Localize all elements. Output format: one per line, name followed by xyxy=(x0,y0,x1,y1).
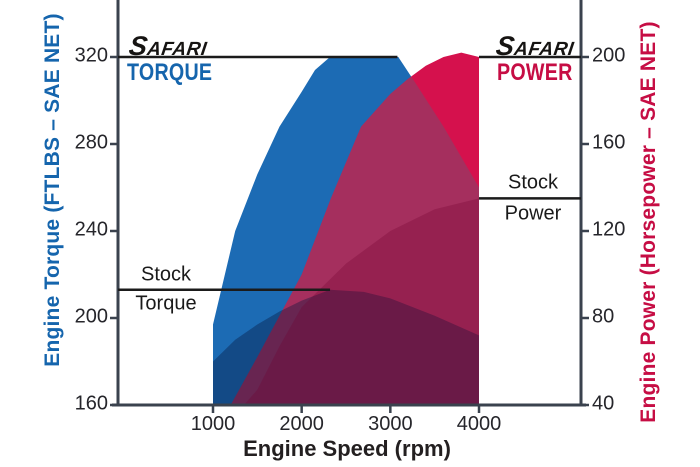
right-tick-label: 40 xyxy=(592,392,615,415)
x-tick-label: 2000 xyxy=(279,413,324,435)
stock-torque-label-top: Stock xyxy=(140,263,192,286)
safari-power-area xyxy=(230,52,479,405)
x-tick-label: 4000 xyxy=(456,413,502,435)
left-tick-label: 160 xyxy=(74,392,108,415)
left-tick-label: 280 xyxy=(74,131,108,154)
left-tick-label: 200 xyxy=(74,305,108,328)
right-tick-label: 160 xyxy=(592,131,626,154)
x-axis-title: Engine Speed (rpm) xyxy=(243,436,451,461)
y-axis-title-power: Engine Power (Horsepower – SAE NET) xyxy=(637,21,660,423)
right-tick-label: 120 xyxy=(592,218,626,241)
right-tick-label: 80 xyxy=(592,305,615,328)
left-tick-label: 320 xyxy=(74,44,108,67)
x-tick-label: 3000 xyxy=(368,413,413,435)
left-tick-label: 240 xyxy=(74,218,108,241)
power-series-label: POWER xyxy=(497,59,573,86)
safari-logo-power: SAFARI xyxy=(494,31,576,61)
x-tick-label: 1000 xyxy=(190,413,236,435)
stock-torque-area xyxy=(213,289,479,405)
stock-power-label-top: Stock xyxy=(507,171,559,194)
torque-series-label: TORQUE xyxy=(127,59,213,86)
right-tick-label: 200 xyxy=(592,44,626,67)
stock-power-area xyxy=(244,198,479,405)
stock-torque-label-bottom: Torque xyxy=(135,292,197,315)
stock-power-label-bottom: Power xyxy=(504,202,562,225)
safari-logo-torque: SAFARI xyxy=(127,31,209,61)
